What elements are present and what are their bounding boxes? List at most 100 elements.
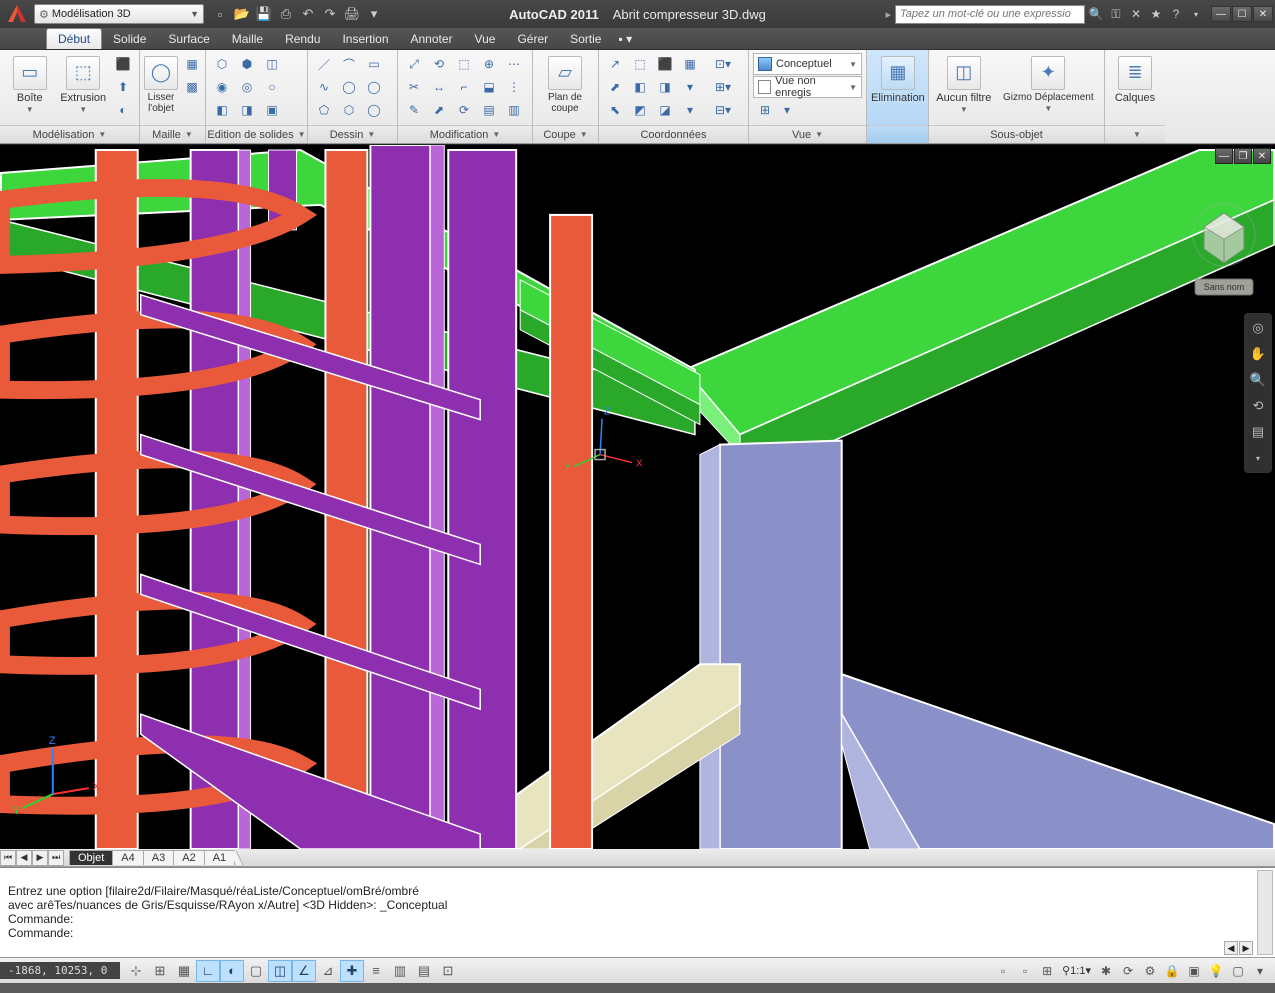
se6[interactable]: ○ (260, 76, 284, 98)
tab-rendu[interactable]: Rendu (274, 29, 331, 49)
m2[interactable]: ⟲ (427, 53, 451, 75)
search-input[interactable] (895, 5, 1085, 24)
ws-button[interactable]: ⚙ (1139, 960, 1161, 982)
tab-surface[interactable]: Surface (157, 29, 220, 49)
d2[interactable]: ⌒ (337, 53, 361, 75)
d4[interactable]: ∿ (312, 76, 336, 98)
viewcube[interactable]: Sans nom (1189, 187, 1259, 302)
nav-wheel-icon[interactable]: ◎ (1248, 318, 1268, 338)
coords-display[interactable]: -1868, 10253, 0 (0, 962, 120, 979)
c7[interactable]: ◨ (653, 76, 677, 98)
c4[interactable]: ▦ (678, 53, 702, 75)
tab-debut[interactable]: Début (46, 28, 102, 49)
tab-annoter[interactable]: Annoter (400, 29, 464, 49)
btn-extrusion[interactable]: ⬚Extrusion▼ (58, 53, 110, 115)
app-menu-button[interactable] (0, 0, 34, 28)
c9[interactable]: ⬉ (603, 99, 627, 121)
d9[interactable]: ◯ (362, 99, 386, 121)
sb-otrack[interactable]: ∠ (292, 960, 316, 982)
qat-new-icon[interactable]: ▫ (210, 4, 230, 24)
d7[interactable]: ⬠ (312, 99, 336, 121)
doc-max-button[interactable]: ❐ (1234, 148, 1252, 164)
annoauto-button[interactable]: ⟳ (1117, 960, 1139, 982)
d1[interactable]: ／ (312, 53, 336, 75)
exchange-icon[interactable]: ✕ (1127, 5, 1145, 23)
c1[interactable]: ↗ (603, 53, 627, 75)
se3[interactable]: ◫ (260, 53, 284, 75)
layout-prev-button[interactable]: ◀ (16, 850, 32, 866)
c3[interactable]: ⬛ (653, 53, 677, 75)
minimize-button[interactable]: — (1211, 6, 1231, 22)
sb-qp[interactable]: ▤ (412, 960, 436, 982)
se4[interactable]: ◉ (210, 76, 234, 98)
sb-snap[interactable]: ⊞ (148, 960, 172, 982)
layout-button[interactable]: ▫ (1014, 960, 1036, 982)
btn-gizmo[interactable]: ✦Gizmo Déplacement▼ (997, 53, 1100, 114)
qat-open-icon[interactable]: 📂 (232, 4, 252, 24)
qat-undo-icon[interactable]: ↶ (298, 4, 318, 24)
drawing-canvas[interactable]: X Y Z X Y Z — ❐ ✕ Sans nom ◎ ✋ (0, 144, 1275, 849)
sb-polar[interactable]: ◐ (220, 960, 244, 982)
btn-boite[interactable]: ▭Boîte▼ (4, 53, 56, 115)
tab-expand[interactable]: ▪ ▾ (612, 29, 638, 49)
nav-pan-icon[interactable]: ✋ (1248, 344, 1268, 364)
key-icon[interactable]: ⚿ (1107, 5, 1125, 23)
panel-label-modelisation[interactable]: Modélisation▼ (0, 125, 139, 143)
sb-3dosnap[interactable]: ◫ (268, 960, 292, 982)
btn-elimination[interactable]: ▦Elimination (871, 53, 925, 104)
tray-button[interactable]: ▾ (1249, 960, 1271, 982)
qat-saveas-icon[interactable]: ⎙ (276, 4, 296, 24)
btn-aucunfiltre[interactable]: ◫Aucun filtre▼ (933, 53, 995, 115)
c2[interactable]: ⬚ (628, 53, 652, 75)
tab-solide[interactable]: Solide (102, 29, 157, 49)
d8[interactable]: ⬡ (337, 99, 361, 121)
m1[interactable]: ⤢ (402, 53, 426, 75)
btn-presspull[interactable]: ⬆ (111, 76, 135, 98)
isolate-button[interactable]: 💡 (1205, 960, 1227, 982)
annoscale[interactable]: ⚲ 1:1 ▾ (1058, 960, 1095, 982)
annovis-button[interactable]: ✱ (1095, 960, 1117, 982)
btn-polysolid[interactable]: ⬛ (111, 53, 135, 75)
c-d1[interactable]: ⊡▾ (706, 53, 740, 75)
layout-next-button[interactable]: ▶ (32, 850, 48, 866)
btn-mesh1[interactable]: ▦ (180, 53, 204, 75)
dd-viewname[interactable]: Vue non enregis▼ (753, 76, 862, 98)
tab-vue[interactable]: Vue (464, 29, 507, 49)
btn-revolve[interactable]: ◐ (111, 99, 135, 121)
qat-redo-icon[interactable]: ↷ (320, 4, 340, 24)
cmd-left-button[interactable]: ◀ (1224, 941, 1238, 955)
qat-print-icon[interactable]: 🖨 (342, 4, 362, 24)
qat-save-icon[interactable]: 💾 (254, 4, 274, 24)
tab-gerer[interactable]: Gérer (506, 29, 559, 49)
dd-visualstyle[interactable]: Conceptuel▼ (753, 53, 862, 75)
search-icon[interactable]: 🔍 (1087, 5, 1105, 23)
btn-lisser[interactable]: ◯Lisser l'objet (144, 53, 178, 114)
cmd-scrollbar[interactable] (1257, 870, 1273, 955)
m8[interactable]: ⌐ (452, 76, 476, 98)
tab-sortie[interactable]: Sortie (559, 29, 612, 49)
btn-plan-coupe[interactable]: ▱Plan de coupe (537, 53, 593, 114)
sb-osnap[interactable]: ▢ (244, 960, 268, 982)
c-d3[interactable]: ⊟▾ (706, 99, 740, 121)
c8[interactable]: ▾ (678, 76, 702, 98)
cmd-right-button[interactable]: ▶ (1239, 941, 1253, 955)
help-icon[interactable]: ? (1167, 5, 1185, 23)
help-dd-icon[interactable]: ▾ (1187, 5, 1205, 23)
layout-tab-a1[interactable]: A1 (204, 850, 235, 865)
se2[interactable]: ⬢ (235, 53, 259, 75)
d3[interactable]: ▭ (362, 53, 386, 75)
command-window[interactable]: Entrez une option [filaire2d/Filaire/Mas… (0, 867, 1275, 957)
sb-sc[interactable]: ⊡ (436, 960, 460, 982)
layout-last-button[interactable]: ⏭ (48, 850, 64, 866)
panel-label-calques[interactable]: ▼ (1105, 125, 1165, 143)
d6[interactable]: ◯ (362, 76, 386, 98)
qview-button[interactable]: ⊞ (1036, 960, 1058, 982)
panel-label-dessin[interactable]: Dessin▼ (308, 125, 397, 143)
layout-tab-a4[interactable]: A4 (112, 850, 143, 865)
c5[interactable]: ⬈ (603, 76, 627, 98)
nav-orbit-icon[interactable]: ⟲ (1248, 396, 1268, 416)
layout-tab-a3[interactable]: A3 (143, 850, 174, 865)
m14[interactable]: ▤ (477, 99, 501, 121)
nav-zoom-icon[interactable]: 🔍 (1248, 370, 1268, 390)
v1[interactable]: ⊞ (753, 99, 777, 121)
